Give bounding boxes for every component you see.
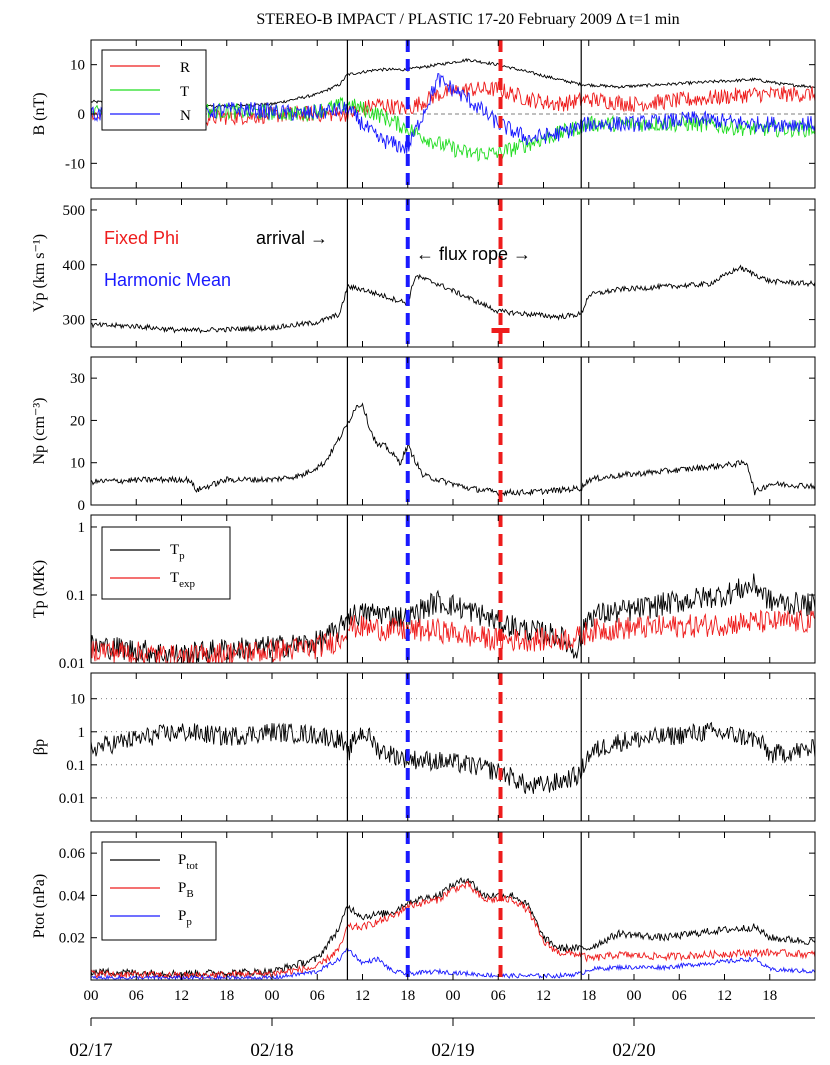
ytick-label: 0: [78, 107, 86, 123]
ytick-label: -10: [65, 156, 85, 172]
series-group: [91, 402, 815, 497]
xtick-label: 06: [672, 988, 688, 1004]
xtick-label: 00: [627, 988, 642, 1004]
harmonic-mean-label: Harmonic Mean: [104, 270, 231, 290]
series-group: [91, 573, 815, 663]
ytick-label: 0.01: [59, 656, 85, 672]
xtick-label: 00: [84, 988, 99, 1004]
ytick-label: 1: [78, 725, 86, 741]
ytick-label: 300: [63, 313, 86, 329]
chart-title: STEREO-B IMPACT / PLASTIC 17-20 February…: [256, 11, 679, 28]
date-label: 02/17: [69, 1040, 112, 1061]
series-beta-p: [91, 721, 815, 794]
ytick-label: 0.06: [59, 846, 86, 862]
xtick-label: 18: [219, 988, 234, 1004]
ytick-label: 0.1: [66, 588, 85, 604]
series-p-b: [91, 880, 815, 980]
legend-tp-sub: p: [179, 550, 185, 562]
ytick-label: 1: [78, 520, 86, 536]
fixed-phi-label: Fixed Phi: [104, 228, 179, 248]
date-label: 02/19: [431, 1040, 474, 1061]
xtick-label: 12: [355, 988, 370, 1004]
series-n: [91, 72, 815, 154]
ytick-label: 400: [63, 258, 86, 274]
panel-frame: [90, 672, 816, 822]
ytick-label: 0.02: [59, 931, 85, 947]
legend-n: N: [180, 108, 191, 124]
panel-B: -10 0 10 B (nT): [31, 39, 816, 189]
legend-t: T: [180, 84, 189, 100]
legend-r: R: [180, 60, 190, 76]
xtick-label: 12: [174, 988, 189, 1004]
ylabel-B: B (nT): [31, 92, 48, 135]
flux-rope-label: ← flux rope →: [416, 244, 531, 264]
xtick-label: 12: [536, 988, 551, 1004]
series-group: [91, 721, 815, 794]
ylabel-beta: βp: [31, 739, 48, 755]
series-group: [91, 264, 815, 334]
ytick-label: 20: [70, 413, 85, 429]
xtick-label: 06: [491, 988, 507, 1004]
series--b-: [91, 57, 815, 109]
ytick-label: 30: [70, 371, 85, 387]
series-group: [91, 877, 815, 980]
xtick-label: 18: [762, 988, 777, 1004]
ptot-legend: Ptot PB Pp: [101, 841, 217, 941]
ytick-label: 10: [70, 692, 85, 708]
tp-legend: Tp Texp: [101, 526, 231, 600]
ytick-label: 10: [70, 456, 85, 472]
ylabel-Np: Np (cm⁻³): [31, 398, 48, 465]
date-label: 02/18: [250, 1040, 293, 1061]
legend-ptot-sub: tot: [186, 860, 198, 872]
series-t: [91, 96, 815, 162]
ytick-label: 0: [78, 498, 86, 514]
panel-Np: 0 10 20 30 Np (cm⁻³): [31, 356, 816, 514]
xtick-label: 12: [717, 988, 732, 1004]
legend-pp-sub: p: [186, 916, 192, 928]
series-t-exp: [91, 609, 815, 663]
ylabel-Ptot: Ptot (nPa): [31, 874, 48, 938]
arrival-label: arrival →: [256, 228, 328, 248]
series-group: [91, 57, 815, 162]
b-legend: R T N: [101, 49, 207, 131]
series-vp: [91, 264, 815, 334]
panel-Tp: 0.01 0.1 1 Tp (MK): [31, 514, 816, 672]
panel-Vp: 300 400 500 Vp (km s⁻¹): [31, 198, 816, 348]
series-p-p: [91, 946, 815, 980]
xtick-label: 00: [265, 988, 280, 1004]
series-p-tot: [91, 877, 815, 978]
legend-pb-sub: B: [186, 888, 193, 900]
ytick-label: 10: [70, 58, 85, 74]
xtick-label: 06: [129, 988, 145, 1004]
date-label: 02/20: [612, 1040, 655, 1061]
ytick-label: 0.1: [66, 758, 85, 774]
panel-Ptot: 0.02 0.04 0.06 Ptot (nPa): [31, 831, 816, 981]
ytick-label: 500: [63, 203, 86, 219]
plot-layer: -10 0 10 B (nT) 300 400 500 Vp (km s⁻¹) 0 10 20 30 N…: [31, 39, 816, 1061]
panel-frame: [90, 356, 816, 506]
xtick-label: 18: [400, 988, 415, 1004]
xtick-label: 06: [310, 988, 326, 1004]
legend-texp-sub: exp: [179, 578, 195, 590]
panel-beta: 0.01 0.1 1 10 βp: [31, 672, 816, 822]
ylabel-Vp: Vp (km s⁻¹): [31, 234, 48, 312]
series-np: [91, 402, 815, 497]
ylabel-Tp: Tp (MK): [31, 560, 48, 618]
xtick-label: 18: [581, 988, 596, 1004]
ytick-label: 0.04: [59, 888, 86, 904]
ytick-label: 0.01: [59, 791, 85, 807]
xtick-label: 00: [446, 988, 461, 1004]
